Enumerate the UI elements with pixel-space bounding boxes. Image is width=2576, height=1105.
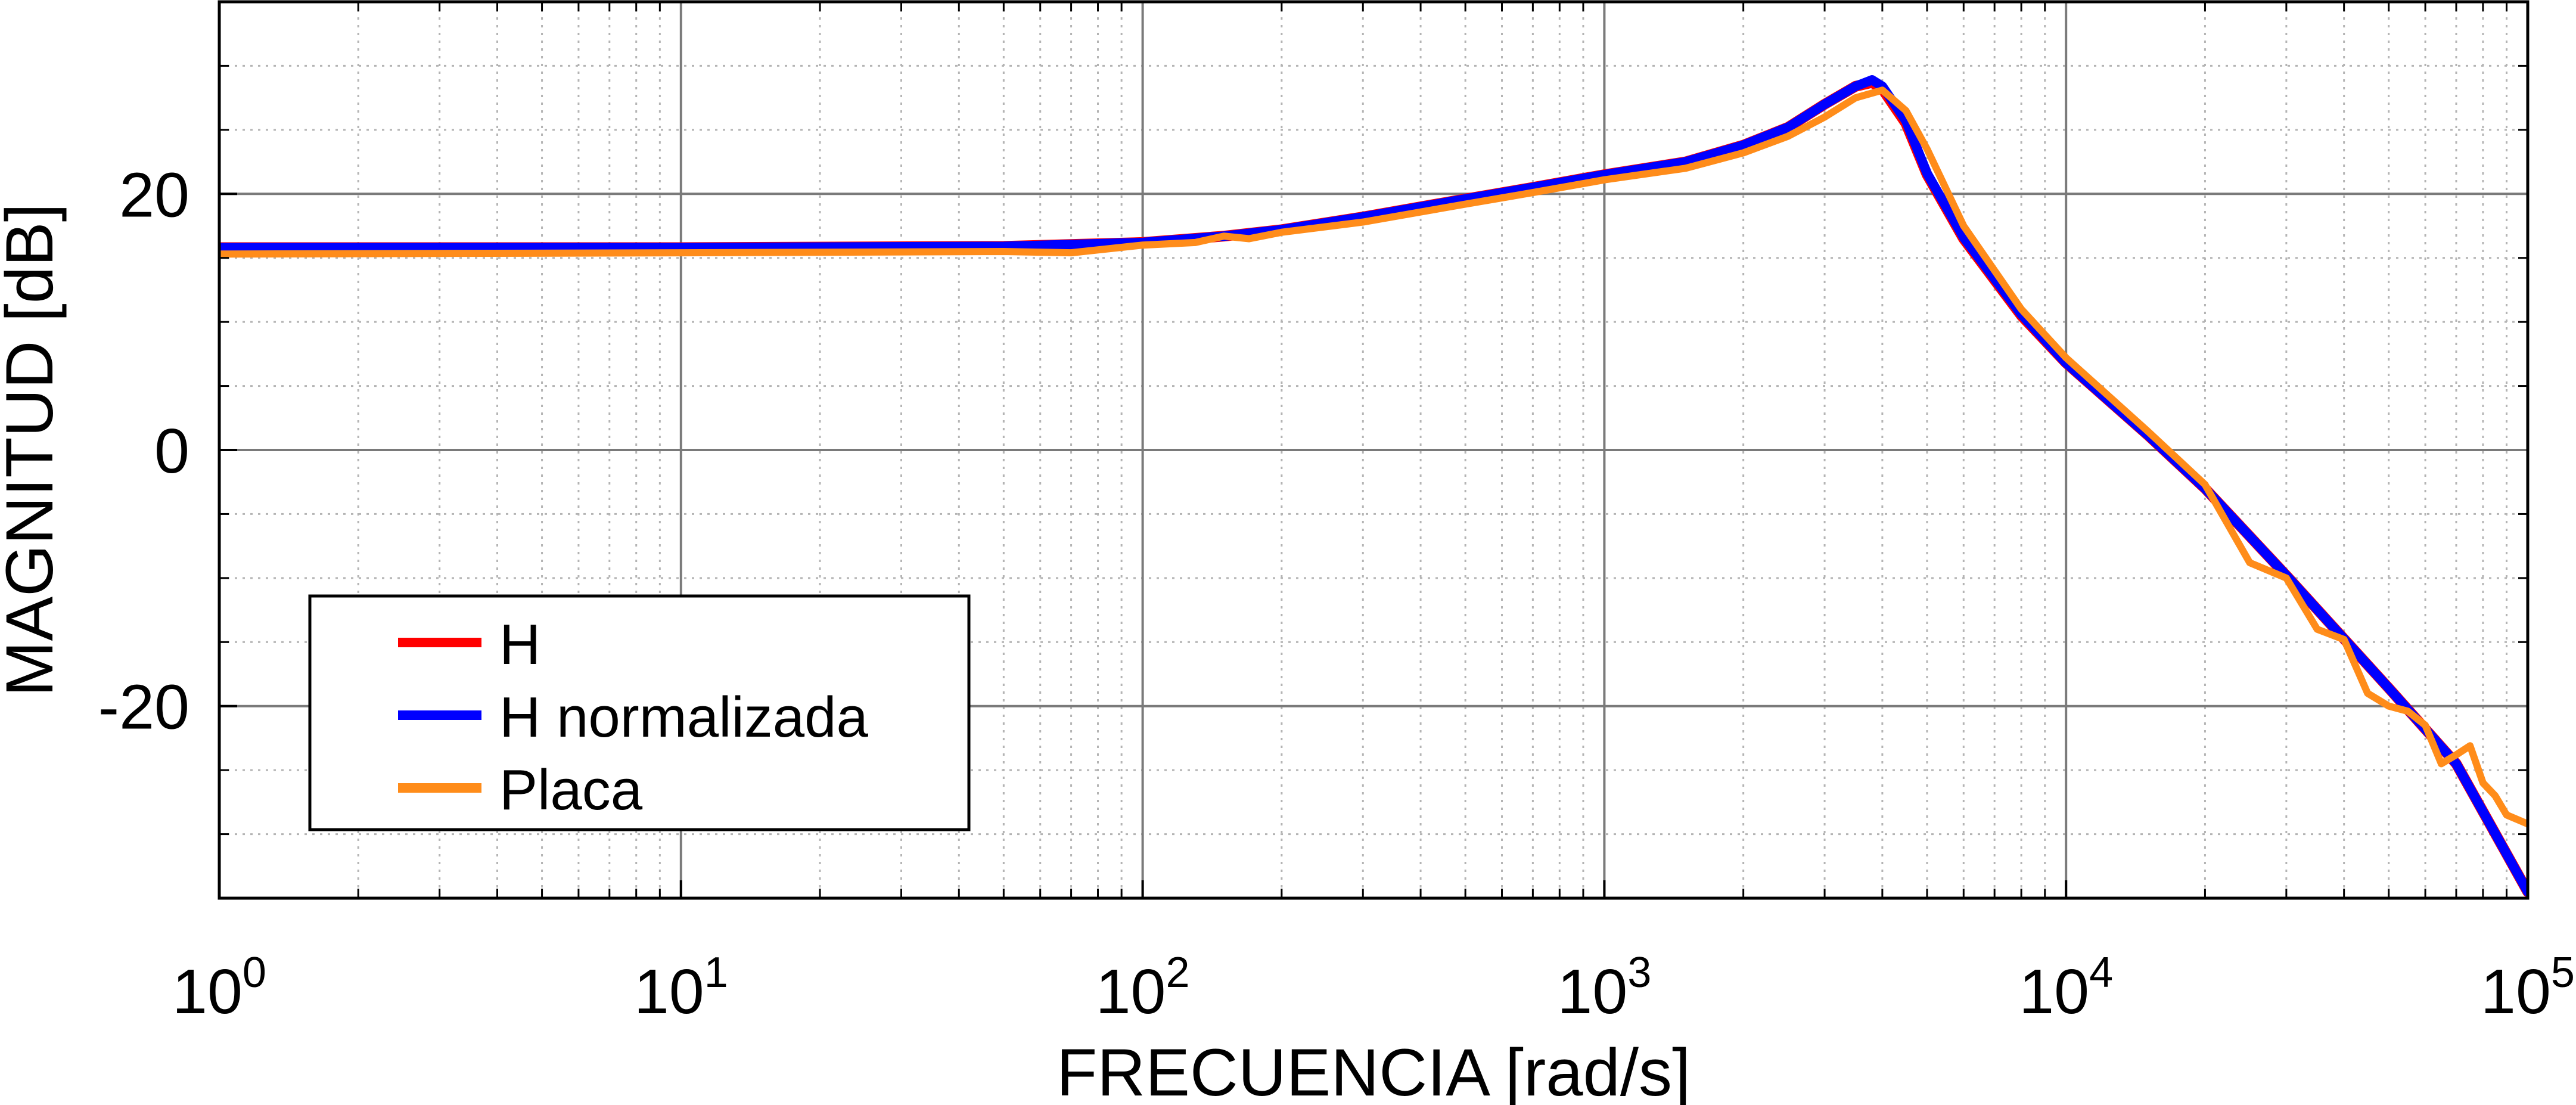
x-tick-label: 104 — [2019, 949, 2113, 1027]
y-axis-label: MAGNITUD [dB] — [0, 203, 67, 697]
y-tick-label: 0 — [154, 416, 189, 486]
legend-label-h-normalizada: H normalizada — [499, 685, 869, 749]
series-layer — [219, 75, 2528, 898]
x-tick-label: 105 — [2481, 949, 2575, 1027]
legend-label-h: H — [499, 613, 540, 676]
x-tick-label: 103 — [1557, 949, 1651, 1027]
x-tick-label: 102 — [1096, 949, 1190, 1027]
x-tick-label: 100 — [172, 949, 266, 1027]
y-tick-labels: 20 0 -20 — [98, 160, 189, 742]
y-tick-label: -20 — [98, 672, 189, 743]
y-tick-label: 20 — [119, 160, 189, 230]
x-tick-labels: 100 101 102 103 104 105 — [172, 949, 2575, 1027]
legend: H H normalizada Placa — [308, 594, 971, 831]
x-axis-label: FRECUENCIA [rad/s] — [1056, 1035, 1691, 1105]
legend-label-placa: Placa — [499, 758, 643, 822]
x-tick-label: 101 — [634, 949, 728, 1027]
plot-frame — [217, 0, 2530, 900]
series-line-placa — [219, 86, 2528, 828]
